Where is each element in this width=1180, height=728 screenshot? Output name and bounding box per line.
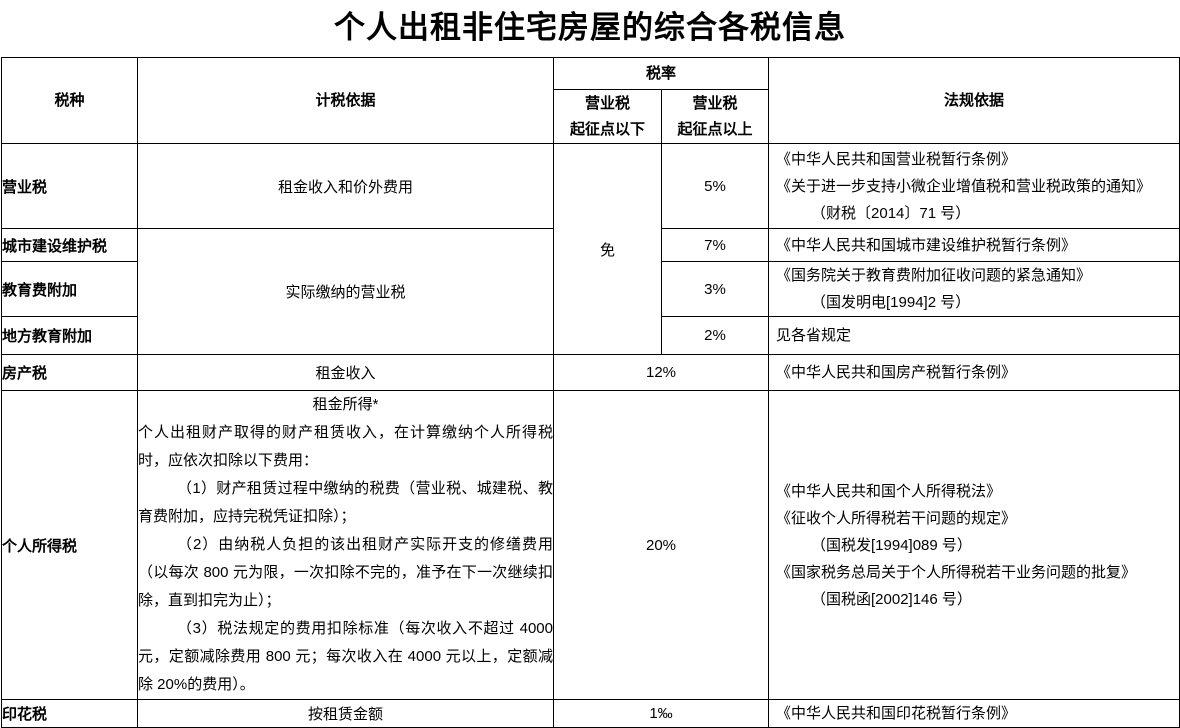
- personal-income-tax-legal: 《中华人民共和国个人所得税法》 《征收个人所得税若干问题的规定》 （国税发[19…: [768, 390, 1180, 700]
- education-surcharge-rate: 3%: [660, 261, 770, 317]
- local-education-surcharge-legal: 见各省规定: [768, 316, 1180, 355]
- tax-info-table: 税种 计税依据 税率 法规依据 营业税 起征点以下 营业税 起征点以上 营业税 …: [1, 57, 1180, 728]
- legal-line: 《国家税务总局关于个人所得税若干业务问题的批复》: [776, 563, 1137, 581]
- pit-basis-paragraph: （2）由纳税人负担的该出租财产实际开支的修缮费用（以每次 800 元为限，一次扣…: [138, 536, 553, 609]
- header-row-1: 税种 计税依据 税率 法规依据: [1, 57, 1180, 144]
- personal-income-tax-name: 个人所得税: [1, 390, 138, 700]
- legal-line: 《中华人民共和国印花税暂行条例》: [776, 705, 1017, 722]
- row-stamp-tax: 印花税 按租赁金额 1‰ 《中华人民共和国印花税暂行条例》: [1, 699, 1180, 728]
- local-education-surcharge-name: 地方教育附加: [1, 316, 138, 355]
- legal-line: 《征收个人所得税若干问题的规定》: [776, 509, 1017, 527]
- row-local-education-surcharge: 地方教育附加 2% 见各省规定: [1, 316, 1180, 355]
- legal-line: 《中华人民共和国房产税暂行条例》: [776, 364, 1017, 381]
- rate-exempt-cell: 免: [553, 143, 662, 355]
- city-maintenance-tax-rate: 7%: [660, 228, 770, 262]
- row-personal-income-tax: 个人所得税 租金所得* 个人出租财产取得的财产租赁收入，在计算缴纳个人所得税时，…: [1, 390, 1180, 700]
- header-rate-below-line2: 起征点以下: [569, 120, 645, 138]
- business-tax-legal: 《中华人民共和国营业税暂行条例》 《关于进一步支持小微企业增值税和营业税政策的通…: [768, 143, 1180, 229]
- row-education-surcharge: 教育费附加 3% 《国务院关于教育费附加征收问题的紧急通知》 （国发明电[199…: [1, 261, 1180, 317]
- local-education-surcharge-rate: 2%: [660, 316, 770, 355]
- header-tax-rate: 税率: [552, 57, 770, 90]
- header-legal-basis: 法规依据: [768, 57, 1180, 144]
- personal-income-tax-rate: 20%: [552, 390, 770, 700]
- pit-basis-title: 租金所得*: [312, 396, 379, 413]
- header-rate-below-line1: 营业税: [584, 94, 630, 112]
- property-tax-legal: 《中华人民共和国房产税暂行条例》: [768, 354, 1180, 391]
- surcharge-shared-basis: 实际缴纳的营业税: [137, 228, 554, 355]
- legal-line: 《中华人民共和国城市建设维护税暂行条例》: [776, 236, 1077, 254]
- property-tax-name: 房产税: [1, 354, 138, 391]
- stamp-tax-rate: 1‰: [552, 699, 770, 728]
- row-business-tax: 营业税 租金收入和价外费用 免 5% 《中华人民共和国营业税暂行条例》 《关于进…: [1, 143, 1180, 355]
- property-tax-basis: 租金收入: [137, 354, 554, 391]
- row-property-tax: 房产税 租金收入 12% 《中华人民共和国房产税暂行条例》: [1, 354, 1180, 391]
- legal-line: （国税函[2002]146 号）: [811, 590, 972, 608]
- legal-line: （国税发[1994]089 号）: [811, 536, 972, 554]
- legal-line: （国发明电[1994]2 号）: [811, 294, 971, 311]
- city-maintenance-tax-name: 城市建设维护税: [1, 228, 138, 262]
- pit-basis-paragraph: （3）税法规定的费用扣除标准（每次收入不超过 4000 元，定额减除费用 800…: [138, 620, 553, 693]
- city-maintenance-tax-legal: 《中华人民共和国城市建设维护税暂行条例》: [768, 228, 1180, 262]
- stamp-tax-basis: 按租赁金额: [137, 699, 554, 728]
- education-surcharge-name: 教育费附加: [1, 261, 138, 317]
- legal-line: 《国务院关于教育费附加征收问题的紧急通知》: [776, 267, 1092, 284]
- education-surcharge-legal: 《国务院关于教育费附加征收问题的紧急通知》 （国发明电[1994]2 号）: [768, 261, 1180, 317]
- legal-line: 《中华人民共和国营业税暂行条例》: [776, 150, 1017, 168]
- stamp-tax-legal: 《中华人民共和国印花税暂行条例》: [768, 699, 1180, 728]
- header-tax-basis: 计税依据: [137, 57, 554, 144]
- personal-income-tax-basis: 租金所得* 个人出租财产取得的财产租赁收入，在计算缴纳个人所得税时，应依次扣除以…: [137, 390, 554, 700]
- stamp-tax-name: 印花税: [1, 699, 138, 728]
- pit-basis-paragraph: （1）财产租赁过程中缴纳的税费（营业税、城建税、教育费附加，应持完税凭证扣除）；: [138, 480, 553, 525]
- pit-basis-paragraph: 个人出租财产取得的财产租赁收入，在计算缴纳个人所得税时，应依次扣除以下费用：: [138, 424, 553, 469]
- business-tax-basis: 租金收入和价外费用: [137, 143, 554, 229]
- row-city-maintenance-tax: 城市建设维护税 实际缴纳的营业税 7% 《中华人民共和国城市建设维护税暂行条例》: [1, 228, 1180, 355]
- legal-line: 《关于进一步支持小微企业增值税和营业税政策的通知》: [776, 177, 1152, 195]
- property-tax-rate: 12%: [552, 354, 770, 391]
- business-tax-name: 营业税: [1, 143, 138, 229]
- business-tax-rate: 5%: [660, 143, 770, 229]
- page-title: 个人出租非住宅房屋的综合各税信息: [334, 10, 846, 45]
- header-rate-above-line2: 起征点以上: [677, 120, 753, 138]
- header-rate-above-line1: 营业税: [692, 94, 738, 112]
- legal-line: 见各省规定: [776, 327, 852, 344]
- legal-line: 《中华人民共和国个人所得税法》: [776, 482, 1002, 500]
- header-rate-below-threshold: 营业税 起征点以下: [553, 89, 662, 144]
- header-row-2: 营业税 起征点以下 营业税 起征点以上: [2, 89, 1180, 144]
- header-tax-type: 税种: [1, 57, 138, 144]
- header-rate-above-threshold: 营业税 起征点以上: [660, 89, 770, 144]
- legal-line: （财税〔2014〕71 号）: [811, 204, 971, 222]
